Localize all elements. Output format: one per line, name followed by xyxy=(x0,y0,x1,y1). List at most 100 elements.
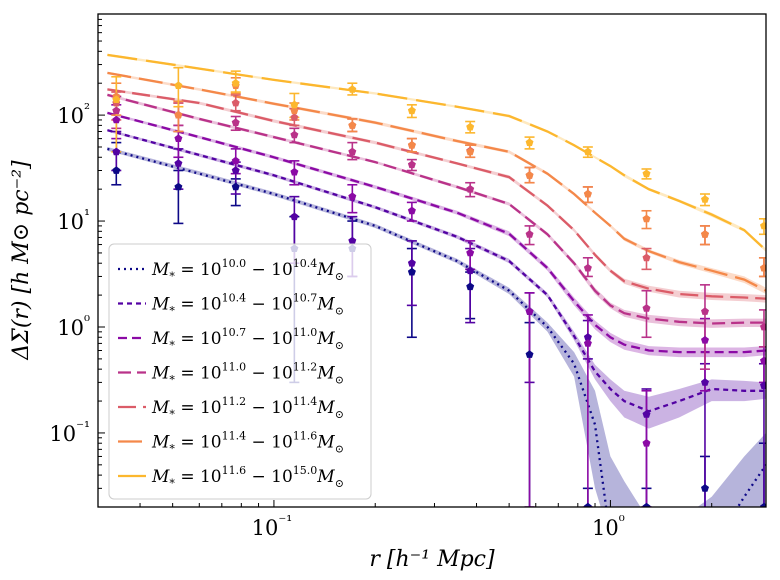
y-tick-label-2: 10¹ xyxy=(57,206,90,234)
legend-entry-0: M* = 1010.0 − 1010.4M⊙ xyxy=(151,257,344,283)
point-series-5-9 xyxy=(642,214,651,223)
point-series-5-5 xyxy=(407,141,416,149)
point-series-5-8 xyxy=(583,189,592,198)
point-series-2-1 xyxy=(174,134,183,142)
point-series-1-8 xyxy=(583,333,592,341)
point-series-6-10 xyxy=(701,195,709,203)
point-series-0-5 xyxy=(407,267,416,276)
point-series-4-2 xyxy=(231,98,240,107)
legend-entry-3: M* = 1011.0 − 1011.2M⊙ xyxy=(151,361,344,387)
point-series-6-0 xyxy=(112,95,121,103)
x-tick-label-1: 10⁰ xyxy=(592,512,625,540)
point-series-6-6 xyxy=(466,122,475,131)
band-series-6 xyxy=(107,53,766,253)
point-series-0-0 xyxy=(112,166,121,174)
y-tick-label-0: 10⁻¹ xyxy=(49,418,90,446)
y-tick-label-1: 10⁰ xyxy=(57,312,90,340)
point-series-0-2 xyxy=(231,182,240,191)
point-series-3-5 xyxy=(407,160,416,169)
point-series-1-4 xyxy=(348,236,357,245)
errorbar-series-2-point-8 xyxy=(582,314,593,507)
model-line-series-6 xyxy=(107,53,766,252)
point-series-6-4 xyxy=(348,85,357,93)
point-series-6-1 xyxy=(174,81,183,89)
point-series-2-0 xyxy=(112,115,121,124)
point-series-2-7 xyxy=(525,307,534,315)
legend-entry-5: M* = 1011.4 − 1011.6M⊙ xyxy=(151,430,344,456)
axis-ticks xyxy=(97,13,713,508)
point-series-1-3 xyxy=(290,212,299,221)
point-series-1-1 xyxy=(174,159,183,167)
model-line-series-1 xyxy=(107,129,766,413)
point-series-1-10 xyxy=(701,378,709,386)
point-series-3-4 xyxy=(348,147,357,156)
point-series-2-11 xyxy=(760,356,766,365)
point-series-2-4 xyxy=(348,192,357,200)
point-series-3-8 xyxy=(583,263,592,272)
point-series-6-3 xyxy=(290,100,299,109)
point-series-0-10 xyxy=(701,484,709,492)
model-line-series-4 xyxy=(107,88,766,300)
axis-tick-labels: 10⁻¹ 10⁰ 10⁻¹ 10⁰ 10¹ 10² xyxy=(49,100,624,540)
y-axis-label: ΔΣ(r) [h M⊙ pc⁻²] xyxy=(9,160,34,361)
legend-entry-4: M* = 1011.2 − 1011.4M⊙ xyxy=(151,395,344,421)
point-series-3-0 xyxy=(112,106,121,115)
x-tick-label-0: 10⁻¹ xyxy=(252,512,293,540)
model-line-series-2 xyxy=(107,111,766,354)
uncertainty-bands xyxy=(107,53,766,507)
point-series-0-7 xyxy=(525,350,534,358)
point-series-1-9 xyxy=(642,410,651,418)
point-series-5-7 xyxy=(525,171,534,179)
point-series-5-6 xyxy=(466,147,475,156)
x-axis-label: r [h⁻¹ Mpc] xyxy=(369,547,495,572)
legend-entry-6: M* = 1011.6 − 1015.0M⊙ xyxy=(151,464,344,490)
model-line-series-5 xyxy=(107,71,766,292)
point-series-2-6 xyxy=(466,248,475,257)
point-series-3-7 xyxy=(525,230,534,238)
point-series-2-2 xyxy=(231,156,240,165)
point-series-0-11 xyxy=(760,502,766,507)
point-series-2-3 xyxy=(290,167,299,176)
point-series-1-2 xyxy=(231,166,240,174)
point-series-5-3 xyxy=(290,106,299,115)
point-series-6-11 xyxy=(760,221,766,230)
point-series-6-9 xyxy=(642,169,651,178)
point-series-1-0 xyxy=(112,147,121,156)
point-series-5-1 xyxy=(174,110,183,119)
point-series-4-9 xyxy=(642,253,651,262)
model-line-series-0 xyxy=(107,147,766,507)
point-series-5-11 xyxy=(760,263,766,272)
point-series-2-8 xyxy=(583,339,592,347)
legend-entry-2: M* = 1010.7 − 1011.0M⊙ xyxy=(151,326,344,352)
point-series-2-10 xyxy=(701,336,709,344)
point-series-3-3 xyxy=(290,130,299,139)
point-series-1-11 xyxy=(760,381,766,389)
point-series-5-4 xyxy=(348,121,357,129)
legend-box xyxy=(108,243,372,500)
band-series-1 xyxy=(107,129,766,429)
errorbar-series-3-point-10 xyxy=(699,284,710,370)
point-series-3-6 xyxy=(466,185,475,193)
point-series-6-5 xyxy=(407,106,416,115)
point-series-3-11 xyxy=(760,322,766,331)
point-series-0-9 xyxy=(642,502,651,507)
point-series-2-9 xyxy=(642,439,651,447)
point-series-0-6 xyxy=(466,282,475,291)
legend: M* = 1010.0 − 1010.4M⊙ M* = 1010.4 − 1010… xyxy=(108,243,372,500)
point-series-3-2 xyxy=(231,118,240,126)
point-series-1-5 xyxy=(407,259,416,267)
errorbar-series-3-point-9 xyxy=(641,289,652,339)
errorbar-series-2-point-7 xyxy=(524,292,535,507)
point-series-5-10 xyxy=(701,230,709,238)
y-tick-label-3: 10² xyxy=(57,100,90,128)
plot-frame xyxy=(97,13,767,508)
point-series-2-5 xyxy=(407,206,416,215)
point-series-0-8 xyxy=(583,502,592,507)
point-series-4-3 xyxy=(290,113,299,121)
point-series-6-2 xyxy=(231,79,240,87)
point-series-6-7 xyxy=(525,138,534,146)
point-series-1-6 xyxy=(466,266,475,275)
point-series-3-10 xyxy=(701,307,709,315)
legend-entry-1: M* = 1010.4 − 1010.7M⊙ xyxy=(151,292,344,318)
